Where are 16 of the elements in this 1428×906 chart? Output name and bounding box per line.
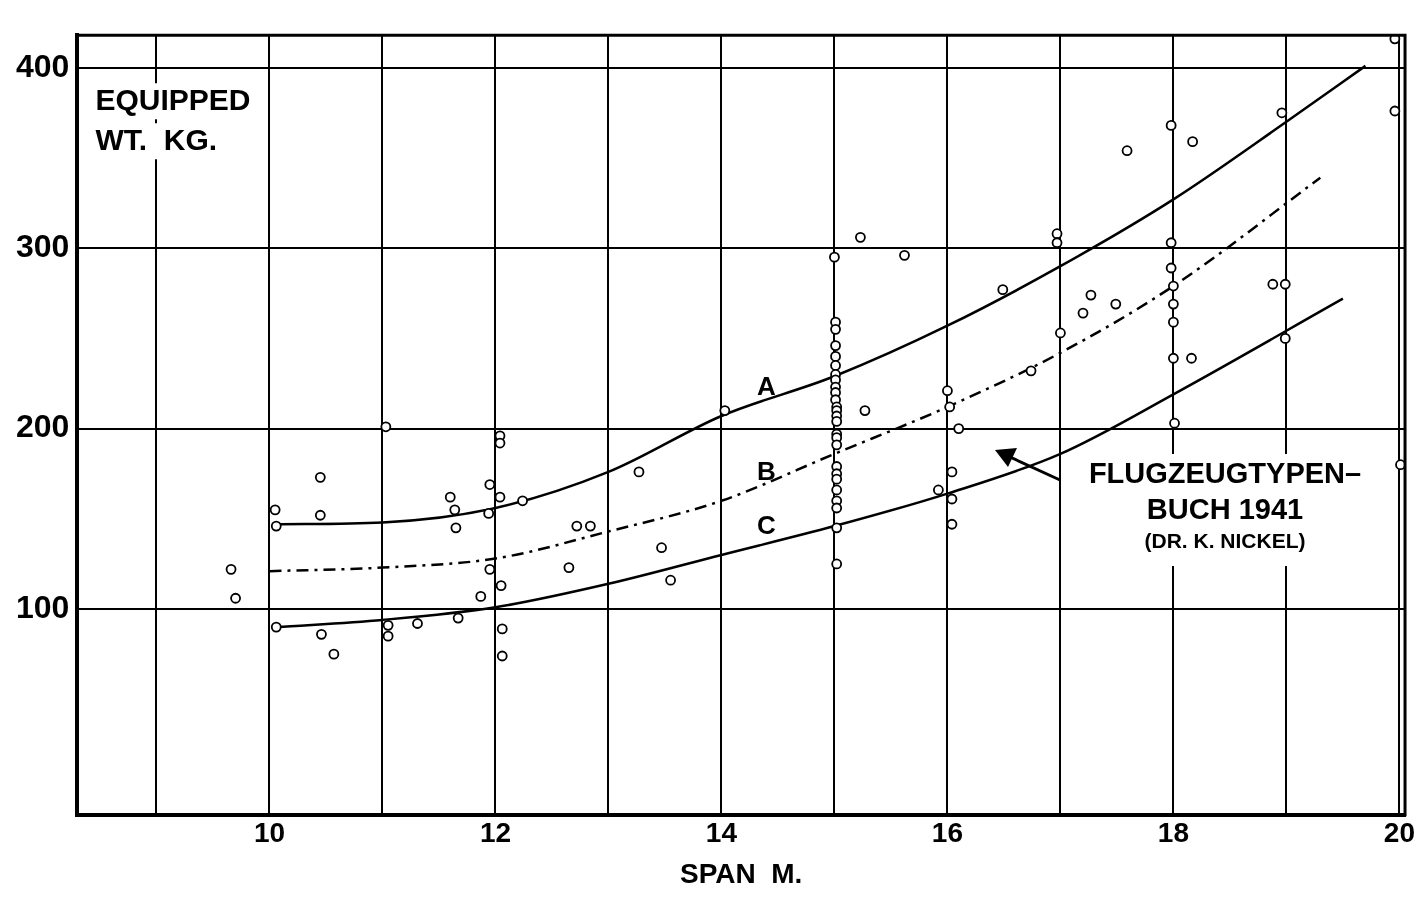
x-tick-label: 18	[1157, 817, 1189, 849]
y-tick-label: 400	[16, 47, 70, 84]
series-label: A	[757, 371, 777, 402]
x-tick-label: 16	[931, 817, 963, 849]
x-axis-title: SPAN M.	[680, 857, 803, 889]
series-label: B	[757, 455, 776, 486]
x-tick-label: 14	[705, 817, 738, 849]
annotation: FLUGZEUGTYPEN– BUCH 1941 (DR. K. NICKEL)	[1088, 456, 1362, 553]
series-label: C	[757, 510, 777, 541]
y-tick-label: 300	[16, 227, 70, 264]
y-tick-label: 200	[16, 408, 70, 445]
y-tick-label: 100	[16, 588, 70, 625]
x-tick-label: 20	[1383, 817, 1415, 849]
x-tick-label: 12	[479, 817, 512, 849]
x-tick-label: 10	[253, 817, 286, 849]
y-axis-title: EQUIPPED WT. KG.	[95, 83, 251, 157]
